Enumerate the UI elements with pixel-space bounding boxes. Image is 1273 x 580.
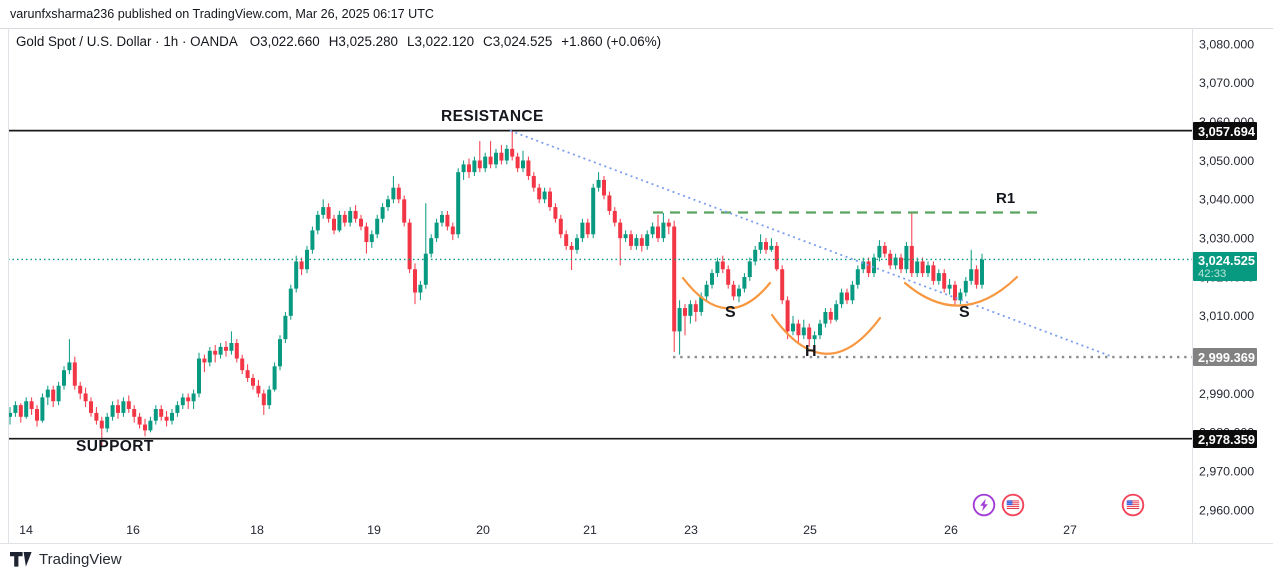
- svg-text:20: 20: [476, 523, 490, 537]
- descending-trendline: [509, 129, 1114, 358]
- svg-text:2,960.000: 2,960.000: [1199, 503, 1254, 517]
- symbol-info-row[interactable]: Gold Spot / U.S. Dollar · 1h · OANDA O3,…: [16, 34, 661, 49]
- support-price-label: 2,978.359: [1193, 430, 1257, 448]
- svg-text:3,040.000: 3,040.000: [1199, 193, 1254, 207]
- svg-text:25: 25: [803, 523, 817, 537]
- svg-text:3,070.000: 3,070.000: [1199, 76, 1254, 90]
- tradingview-logo-icon: [10, 552, 32, 567]
- svg-text:14: 14: [19, 523, 33, 537]
- time-axis-ticks[interactable]: 14 16 18 19 20 21 23 25 26 27: [19, 523, 1077, 537]
- svg-text:26: 26: [944, 523, 958, 537]
- us-flag-event-icon[interactable]: [1121, 493, 1145, 517]
- symbol-title[interactable]: Gold Spot / U.S. Dollar · 1h · OANDA: [16, 34, 238, 49]
- ohlc-open: O3,022.660: [249, 34, 320, 49]
- svg-text:3,050.000: 3,050.000: [1199, 154, 1254, 168]
- svg-text:27: 27: [1063, 523, 1077, 537]
- header-divider: [0, 28, 1273, 29]
- svg-text:18: 18: [250, 523, 264, 537]
- tradingview-attribution-link[interactable]: TradingView: [10, 551, 122, 568]
- chart-left-border: [8, 28, 9, 543]
- left-shoulder-annotation: S: [725, 304, 736, 321]
- resistance-annotation: RESISTANCE: [441, 108, 544, 125]
- svg-text:2,970.000: 2,970.000: [1199, 464, 1254, 478]
- candles-layer: [8, 130, 984, 446]
- head-shoulders-arc: [681, 276, 772, 310]
- svg-text:23: 23: [684, 523, 698, 537]
- ohlc-close: C3,024.525: [483, 34, 553, 49]
- head-shoulders-arc: [770, 313, 882, 355]
- neckline-price-label: 2,999.369: [1193, 348, 1257, 366]
- chart-bottom-border: [0, 543, 1273, 544]
- right-shoulder-annotation: S: [959, 304, 970, 321]
- attribution-text: varunfxsharma236 published on TradingVie…: [10, 7, 434, 21]
- r1-annotation: R1: [996, 190, 1016, 207]
- ohlc-change: +1.860 (+0.06%): [561, 34, 662, 49]
- svg-text:21: 21: [583, 523, 597, 537]
- bar-countdown: 42:33: [1198, 268, 1227, 280]
- lightning-event-icon[interactable]: [972, 493, 996, 517]
- svg-text:3,030.000: 3,030.000: [1199, 231, 1254, 245]
- tradingview-brand-text: TradingView: [39, 551, 122, 568]
- svg-text:3,010.000: 3,010.000: [1199, 309, 1254, 323]
- head-annotation: H: [805, 343, 817, 360]
- head-shoulders-arc: [903, 275, 1019, 307]
- current-price-label: 3,024.525 42:33: [1193, 252, 1257, 281]
- us-flag-event-icon[interactable]: [1001, 493, 1025, 517]
- ohlc-low: L3,022.120: [407, 34, 475, 49]
- resistance-price-label: 3,057.694: [1193, 122, 1257, 140]
- support-annotation: SUPPORT: [76, 438, 154, 455]
- svg-text:3,080.000: 3,080.000: [1199, 37, 1254, 51]
- svg-text:19: 19: [367, 523, 381, 537]
- price-axis-border[interactable]: [1192, 28, 1193, 543]
- svg-text:16: 16: [126, 523, 140, 537]
- svg-text:2,990.000: 2,990.000: [1199, 387, 1254, 401]
- ohlc-high: H3,025.280: [328, 34, 399, 49]
- current-price-value: 3,024.525: [1198, 253, 1255, 268]
